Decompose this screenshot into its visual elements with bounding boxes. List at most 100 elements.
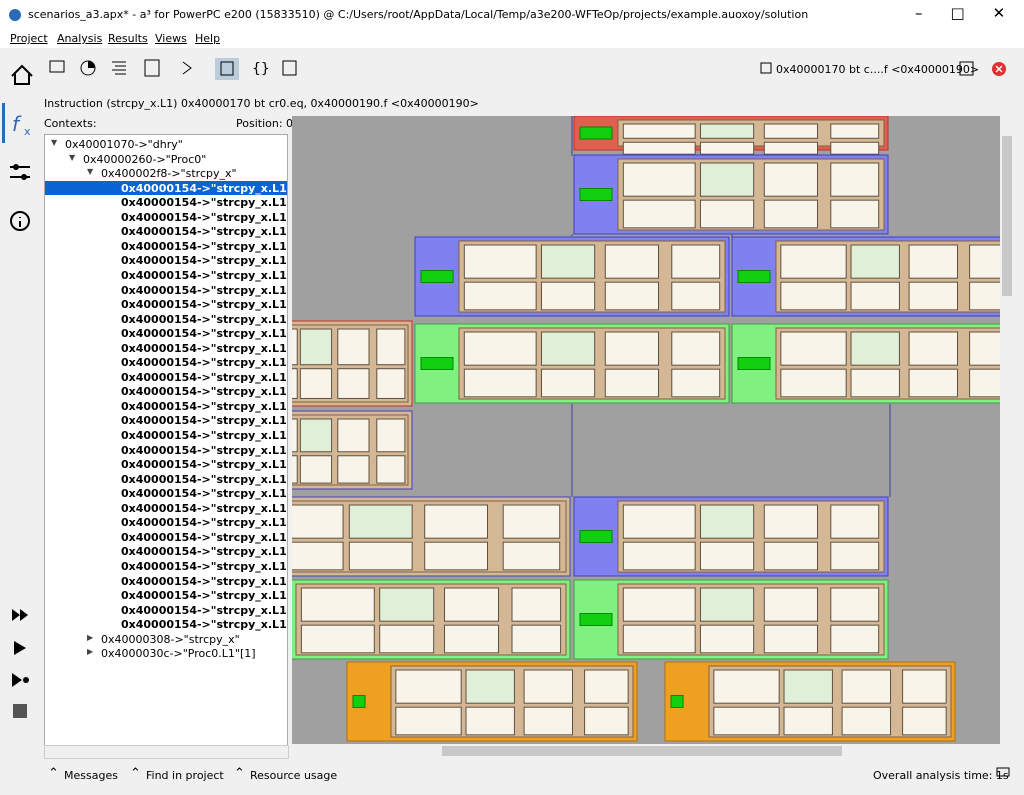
- graph-box: [444, 587, 499, 622]
- tree-scrollbar[interactable]: [44, 745, 289, 759]
- graph-box: [763, 541, 818, 571]
- tab-arrow[interactable]: ⌃: [48, 766, 59, 781]
- selected-row: [45, 180, 287, 195]
- title-bar: [0, 0, 1024, 30]
- graph-box: [424, 541, 488, 571]
- graph-box: [699, 624, 755, 654]
- graph-box: [908, 368, 958, 398]
- tree-item[interactable]: 0x40000154->"strcpy_x.L1"[29]: [121, 589, 287, 603]
- graph-box: [376, 455, 406, 484]
- expand-arrow[interactable]: ▼: [69, 152, 76, 162]
- graph-box: [969, 244, 1000, 279]
- graph-hscroll[interactable]: [292, 744, 1000, 758]
- graph-box: [830, 541, 880, 571]
- tree-item[interactable]: 0x40000154->"strcpy_x.L1"[16]: [121, 399, 287, 413]
- tree-item[interactable]: 0x40000154->"strcpy_x.L1"[2]: [121, 196, 287, 210]
- tab-arrow[interactable]: ⌃: [130, 766, 141, 781]
- bottom-tab[interactable]: Resource usage: [250, 769, 338, 782]
- graph-box: [292, 368, 298, 399]
- context-tree[interactable]: ▼ 0x40001070->"dhry" ▼ 0x40000260->"Proc0" ▼…: [44, 134, 288, 747]
- menu-item[interactable]: Help: [195, 32, 221, 45]
- side-bar[interactable]: fx ›: [0, 95, 38, 735]
- tree-item[interactable]: 0x40000260->"Proc0": [83, 152, 207, 166]
- tree-item[interactable]: 0x40000154->"strcpy_x.L1"[15]: [121, 385, 287, 399]
- graph-box: [622, 162, 696, 197]
- graph-box: [763, 199, 818, 229]
- tree-item[interactable]: 0x40000154->"strcpy_x.L1"[19]: [121, 443, 287, 457]
- menu-item[interactable]: Results: [108, 32, 148, 45]
- graph-box: [699, 141, 755, 155]
- bottom-tab[interactable]: Messages: [64, 769, 118, 782]
- graph-box: [463, 331, 537, 366]
- graph-box: [604, 368, 659, 398]
- tree-item[interactable]: 0x40000154->"strcpy_x.L1"[11]: [121, 327, 287, 341]
- toolbar-icons[interactable]: {}: [0, 50, 310, 90]
- tree-item[interactable]: 0x4000030c->"Proc0.L1"[1]: [101, 647, 256, 661]
- location-label: 0x40000170 bt c....f <0x40000190>: [776, 63, 980, 76]
- tree-item[interactable]: 0x40000154->"strcpy_x.L1"[7]: [121, 268, 287, 282]
- tree-item[interactable]: 0x40000154->"strcpy_x.L1"[30]: [121, 603, 287, 617]
- tree-item[interactable]: 0x40000154->"strcpy_x.L1"[24]: [121, 516, 287, 530]
- graph-vscroll[interactable]: [1000, 116, 1014, 744]
- graph-box: [376, 368, 406, 399]
- window-controls[interactable]: –□✕: [915, 4, 1024, 22]
- tree-item[interactable]: 0x40000154->"strcpy_x.L1"[21]: [121, 472, 287, 486]
- tree-item[interactable]: 0x40000154->"strcpy_x.L1"[22]: [121, 487, 287, 501]
- graph-box: [540, 368, 596, 398]
- menu-item[interactable]: Analysis: [57, 32, 103, 45]
- expand-arrow[interactable]: ▼: [87, 167, 94, 177]
- tree-item[interactable]: 0x40000154->"strcpy_x.L1"[6]: [121, 254, 287, 268]
- instruction-label: Instruction (strcpy_x.L1) 0x40000170 bt …: [44, 97, 479, 110]
- tree-item[interactable]: 0x40000154->"strcpy_x.L1"[5]: [121, 239, 287, 253]
- bottom-tab[interactable]: Find in project: [146, 769, 224, 782]
- graph-box: [395, 706, 462, 736]
- tree-item[interactable]: 0x40000154->"strcpy_x.L1"[14]: [121, 370, 287, 384]
- graph-box: [502, 504, 561, 539]
- graph-box: [584, 669, 629, 704]
- expand-arrow[interactable]: ▶: [87, 632, 94, 642]
- expand-arrow[interactable]: ▶: [87, 647, 94, 657]
- graph-box: [604, 244, 659, 279]
- expand-arrow[interactable]: ▼: [51, 138, 58, 147]
- graph-box: [737, 357, 771, 370]
- position-label: Position: 0: [236, 117, 294, 130]
- graph-canvas: [292, 116, 1000, 742]
- tree-item[interactable]: 0x400002f8->"strcpy_x": [101, 167, 237, 181]
- tree-item[interactable]: 0x40000154->"strcpy_x.L1"[4]: [121, 225, 287, 239]
- graph-box: [579, 126, 613, 140]
- tree-item[interactable]: 0x40000154->"strcpy_x.L1"[28]: [121, 574, 287, 588]
- tree-item[interactable]: 0x40000154->"strcpy_x.L1"[23]: [121, 501, 287, 515]
- tree-item[interactable]: 0x40000154->"strcpy_x.L1"[12]: [121, 341, 287, 355]
- graph-box: [850, 331, 900, 366]
- toolbar-right-icons[interactable]: [955, 58, 1010, 80]
- tree-item[interactable]: 0x40000154->"strcpy_x.L1"[26]: [121, 545, 287, 559]
- tree-item[interactable]: 0x40000154->"strcpy_x.L1"[9]: [121, 298, 287, 312]
- tree-item[interactable]: 0x40000308->"strcpy_x": [101, 632, 240, 646]
- menu-item[interactable]: Project: [10, 32, 48, 45]
- graph-box: [908, 281, 958, 311]
- tree-item[interactable]: 0x40000154->"strcpy_x.L1"[3]: [121, 210, 287, 224]
- tree-item[interactable]: 0x40000154->"strcpy_x.L1"[17]: [121, 414, 287, 428]
- graph-box: [523, 669, 574, 704]
- tree-item[interactable]: 0x40000154->"strcpy_x.L1"[10]: [121, 312, 287, 326]
- graph-box: [850, 281, 900, 311]
- graph-view[interactable]: [292, 116, 1000, 744]
- tree-item[interactable]: 0x40000154->"strcpy_x.L1"[20]: [121, 458, 287, 472]
- graph-box: [299, 418, 333, 453]
- tab-arrow[interactable]: ⌃: [234, 766, 245, 781]
- graph-box: [670, 695, 684, 708]
- svg-text:f: f: [12, 112, 22, 136]
- tree-item[interactable]: 0x40000154->"strcpy_x.L1"[8]: [121, 283, 287, 297]
- tree-item[interactable]: 0x40000154->"strcpy_x.L1"[25]: [121, 530, 287, 544]
- tree-item[interactable]: 0x40000154->"strcpy_x.L1"[27]: [121, 559, 287, 573]
- tree-item[interactable]: 0x40001070->"dhry": [65, 138, 183, 151]
- graph-box: [579, 530, 613, 543]
- menu-item[interactable]: Views: [155, 32, 187, 45]
- tree-item[interactable]: 0x40000154->"strcpy_x.L1"[18]: [121, 429, 287, 442]
- tree-item[interactable]: 0x40000154->"strcpy_x.L1"[1]: [121, 181, 287, 195]
- tree-item[interactable]: 0x40000154->"strcpy_x.L1"[31]: [121, 618, 287, 632]
- graph-box: [699, 162, 755, 197]
- graph-box: [908, 331, 958, 366]
- tree-item[interactable]: 0x40000154->"strcpy_x.L1"[13]: [121, 356, 287, 370]
